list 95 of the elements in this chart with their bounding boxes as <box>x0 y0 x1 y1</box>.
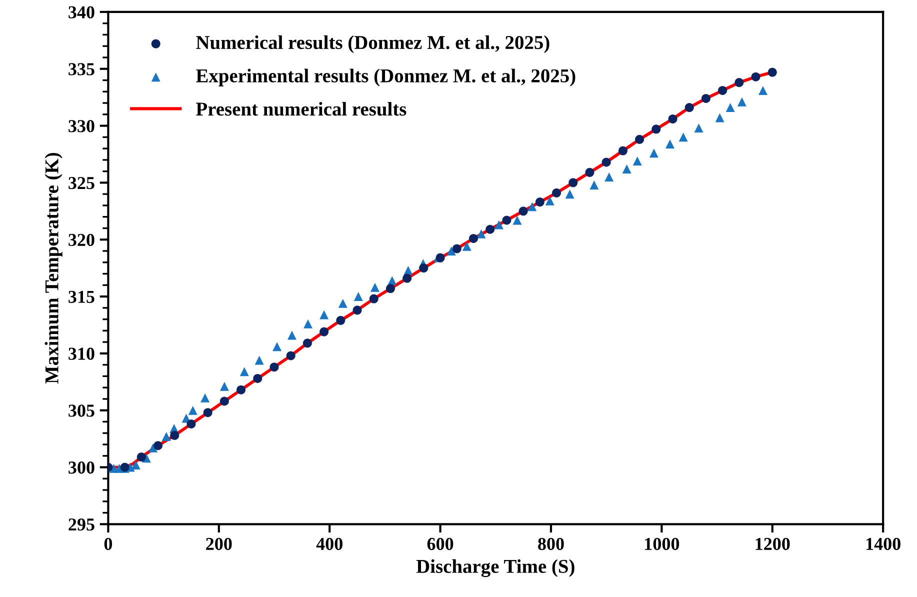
point <box>668 114 678 124</box>
point <box>486 224 495 234</box>
y-tick-label: 305 <box>68 404 94 417</box>
point <box>552 188 562 198</box>
y-tick-label: 320 <box>68 234 94 246</box>
point <box>220 382 229 391</box>
point <box>502 216 512 225</box>
point <box>751 72 760 82</box>
point <box>652 124 661 134</box>
point <box>568 178 578 188</box>
point <box>320 327 329 336</box>
x-tick-label: 1000 <box>645 538 680 550</box>
point <box>154 441 163 450</box>
point <box>665 139 674 148</box>
point <box>236 385 246 394</box>
legend-label: Numerical results (Donmez M. et al., 2025) <box>196 35 550 54</box>
point <box>386 284 395 294</box>
point <box>419 264 428 273</box>
legend-label: Present numerical results <box>196 102 406 116</box>
point <box>452 244 462 254</box>
y-tick-label: 300 <box>68 462 94 474</box>
point <box>170 430 180 440</box>
point <box>518 206 528 216</box>
point <box>512 216 522 225</box>
x-tick-label: 1200 <box>756 538 790 550</box>
point <box>304 319 313 328</box>
point <box>186 419 196 428</box>
y-tick-label: 335 <box>68 63 94 76</box>
point <box>286 351 296 360</box>
point <box>737 97 746 106</box>
point <box>602 158 611 167</box>
point <box>694 124 704 133</box>
point <box>528 202 537 212</box>
point <box>352 306 362 315</box>
point <box>758 86 768 95</box>
point <box>469 234 478 243</box>
x-tick-label: 400 <box>316 538 342 550</box>
x-axis-title: Discharge Time (S) <box>416 559 574 578</box>
point <box>535 198 544 207</box>
y-tick-label: 325 <box>68 176 94 190</box>
point <box>635 134 644 144</box>
y-tick-label: 310 <box>68 348 94 360</box>
point <box>446 246 456 256</box>
point <box>590 180 599 190</box>
y-tick-label: 315 <box>68 290 94 303</box>
point <box>240 367 249 376</box>
point <box>462 242 472 251</box>
point <box>545 196 554 206</box>
point <box>684 103 694 112</box>
point <box>369 294 378 304</box>
point <box>148 443 158 452</box>
y-axis-title: Maximum Temperature (K) <box>44 152 62 384</box>
y-tick-label: 340 <box>68 6 94 18</box>
point <box>254 356 264 365</box>
point <box>188 406 198 415</box>
point <box>354 292 363 302</box>
point <box>701 94 710 103</box>
point <box>632 156 642 166</box>
point <box>370 282 380 292</box>
point <box>253 374 262 383</box>
point <box>136 452 146 462</box>
point <box>338 298 348 308</box>
point <box>200 393 210 402</box>
point <box>320 310 329 320</box>
point <box>336 316 346 325</box>
point <box>203 408 212 418</box>
y-tick-label: 295 <box>68 518 94 531</box>
y-tick-label: 330 <box>68 120 94 132</box>
point <box>604 172 614 182</box>
point <box>402 274 412 283</box>
point <box>678 132 688 142</box>
point <box>768 68 777 77</box>
point <box>270 362 279 372</box>
legend-label: Experimental results (Donmez M. et al., 2025) <box>196 68 576 86</box>
point <box>287 330 296 340</box>
point <box>622 164 632 174</box>
point <box>302 338 312 348</box>
point <box>649 148 658 158</box>
point <box>618 146 628 156</box>
point <box>162 432 171 442</box>
point <box>726 103 735 112</box>
point <box>476 229 486 238</box>
point <box>220 396 229 406</box>
x-tick-label: 1400 <box>866 538 900 550</box>
point <box>494 220 504 230</box>
point <box>734 78 744 88</box>
point <box>272 342 282 352</box>
point <box>715 113 724 122</box>
x-tick-label: 0 <box>104 538 112 550</box>
x-tick-label: 200 <box>206 538 232 550</box>
point <box>565 190 574 199</box>
point <box>585 168 594 177</box>
x-tick-label: 800 <box>538 538 564 550</box>
x-tick-label: 600 <box>427 538 454 550</box>
point <box>718 86 728 95</box>
